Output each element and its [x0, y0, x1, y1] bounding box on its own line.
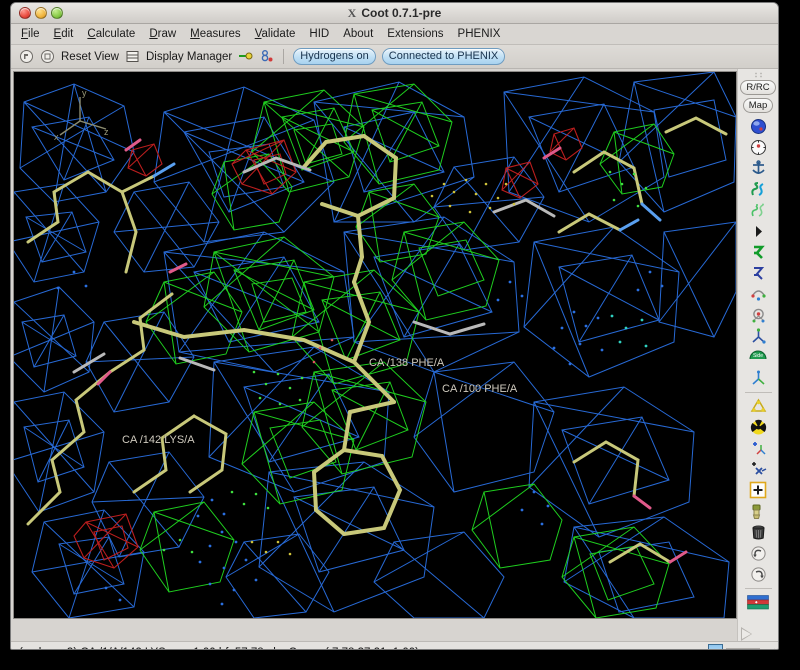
window-body: y x z CA /138 PHE/A CA /100 PHE/A CA /14…	[11, 69, 778, 641]
close-button[interactable]	[19, 7, 31, 19]
molecular-graphics-viewport[interactable]: y x z CA /138 PHE/A CA /100 PHE/A CA /14…	[13, 71, 737, 619]
phenix-connection-button[interactable]: Connected to PHENIX	[381, 48, 506, 65]
statusbar: (mol. no: 3) CA /1/A/142 LYS occ: 1.00 b…	[11, 627, 778, 650]
redo-icon[interactable]	[746, 564, 770, 584]
menu-measures[interactable]: Measures	[190, 28, 241, 40]
menu-extensions[interactable]: Extensions	[387, 28, 444, 40]
sidebar-button-map[interactable]: Map	[742, 98, 774, 113]
add-alt-conf-icon[interactable]	[746, 459, 770, 479]
display-manager-icon[interactable]	[125, 49, 140, 64]
svg-text:Side: Side	[753, 353, 763, 359]
sidebar-button-rrc[interactable]: R/RC	[740, 80, 776, 95]
main-toolbar[interactable]: Reset View Display Manager	[11, 45, 778, 69]
go-to-ligand-icon[interactable]	[238, 49, 253, 64]
place-atom-at-pointer-icon[interactable]	[746, 480, 770, 500]
mutate-residue-icon[interactable]	[746, 417, 770, 437]
menu-about[interactable]: About	[343, 28, 374, 40]
run-refmac-icon[interactable]	[746, 592, 770, 612]
undo-icon[interactable]	[746, 543, 770, 563]
window-title-text: Coot 0.7.1-pre	[361, 6, 442, 20]
svg-text:z: z	[104, 127, 109, 137]
single-residue-refine-icon[interactable]	[746, 137, 770, 157]
reset-view-icon[interactable]	[40, 49, 55, 64]
map-mesh-difference-positive	[139, 83, 675, 618]
map-and-model-render	[14, 72, 736, 618]
regularize-zone-icon[interactable]	[746, 179, 770, 199]
menu-calculate[interactable]: Calculate	[87, 28, 136, 40]
density-dot-cloud	[56, 170, 664, 606]
svg-text:x: x	[54, 132, 59, 142]
edit-backbone-torsion-icon[interactable]	[746, 368, 770, 388]
menu-hid[interactable]: HID	[309, 28, 330, 40]
edit-chi-angles-icon[interactable]	[746, 326, 770, 346]
menu-phenix[interactable]: PHENIX	[457, 28, 501, 40]
menu-draw[interactable]: Draw	[149, 28, 177, 40]
sidebar-divider-2	[744, 588, 772, 589]
residue-info-icon[interactable]	[259, 49, 274, 64]
backrub-rotamer-icon[interactable]	[746, 263, 770, 283]
display-manager-label[interactable]: Display Manager	[145, 50, 233, 63]
gl-canvas[interactable]: y x z CA /138 PHE/A CA /100 PHE/A CA /14…	[14, 72, 736, 618]
toolbar-grip-handle[interactable]	[754, 72, 763, 78]
zoom-button[interactable]	[51, 7, 63, 19]
orientation-axes-indicator: y x z	[54, 88, 109, 142]
menu-edit[interactable]: Edit	[53, 28, 74, 40]
clear-pending-picks-icon[interactable]	[746, 501, 770, 521]
right-toolbar[interactable]: R/RC Map	[737, 69, 778, 641]
status-message: (mol. no: 3) CA /1/A/142 LYS occ: 1.00 b…	[11, 647, 419, 649]
sidebar-divider	[744, 392, 772, 393]
minimize-button[interactable]	[35, 7, 47, 19]
mutate-auto-fit-icon[interactable]	[746, 396, 770, 416]
map-mesh-2fofc	[14, 72, 736, 618]
play-icon[interactable]	[741, 627, 752, 641]
statusbar-right-controls[interactable]	[708, 627, 776, 650]
sphere-refine-icon[interactable]	[746, 116, 770, 136]
window-titlebar[interactable]: X Coot 0.7.1-pre	[11, 3, 778, 24]
rigid-body-fit-icon[interactable]	[746, 158, 770, 178]
window-controls[interactable]	[19, 7, 63, 19]
flip-peptide-icon[interactable]	[746, 284, 770, 304]
rotamer-icon[interactable]	[746, 242, 770, 262]
window-resize-grip[interactable]	[763, 647, 776, 650]
svg-text:y: y	[82, 88, 87, 98]
menubar[interactable]: File Edit Calculate Draw Measures Valida…	[11, 24, 778, 45]
hydrogens-toggle-button[interactable]: Hydrogens on	[293, 48, 376, 65]
window-title: X Coot 0.7.1-pre	[11, 6, 778, 21]
delete-item-icon[interactable]	[746, 522, 770, 542]
model-bonds	[26, 116, 728, 564]
menu-validate[interactable]: Validate	[254, 28, 296, 40]
go-to-atom-icon[interactable]	[19, 49, 34, 64]
x-app-icon: X	[347, 5, 357, 20]
side-chain-180-flip-icon[interactable]	[746, 305, 770, 325]
side-chain-display-icon[interactable]: Side	[746, 347, 770, 367]
fix-nomenclature-icon[interactable]	[746, 200, 770, 220]
map-contour-widget[interactable]	[708, 644, 723, 649]
map-mesh-difference-negative	[73, 127, 583, 569]
reset-view-label[interactable]: Reset View	[61, 50, 119, 63]
pointer-atom-icon[interactable]	[746, 221, 770, 241]
menu-file[interactable]: File	[21, 28, 40, 40]
add-terminal-residue-icon[interactable]	[746, 438, 770, 458]
toolbar-separator	[283, 49, 285, 64]
coot-main-window: X Coot 0.7.1-pre File Edit Calculate Dra…	[10, 2, 779, 650]
contour-level-lines	[726, 648, 760, 649]
